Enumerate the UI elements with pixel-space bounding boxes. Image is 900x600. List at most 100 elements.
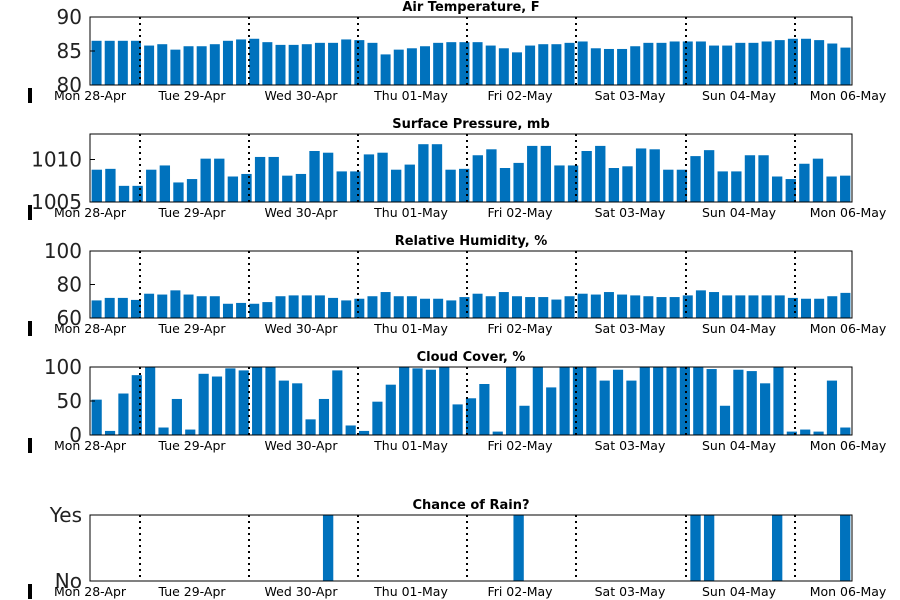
bar xyxy=(295,173,307,202)
bar xyxy=(567,165,579,202)
x-tick-label: Tue 29-Apr xyxy=(157,321,226,336)
bar xyxy=(412,368,423,435)
bar xyxy=(643,296,654,318)
bar xyxy=(744,155,756,202)
bar xyxy=(554,165,565,202)
x-tick-label: Sun 04-May xyxy=(702,438,777,453)
bar xyxy=(144,45,155,85)
bar xyxy=(465,398,477,435)
bar xyxy=(519,405,530,435)
bar xyxy=(538,44,549,85)
bar xyxy=(656,42,667,85)
bar xyxy=(722,45,733,85)
panel-4: Cloud Cover, % 0 50 100 Mon 28-Apr Tue 29-Apr… xyxy=(28,350,887,453)
panel-3: Relative Humidity, % 60 80 100 Mon 28-Apr Tue… xyxy=(28,234,887,336)
bar xyxy=(393,296,404,318)
bar xyxy=(827,296,838,318)
bar xyxy=(322,152,334,202)
bar xyxy=(420,298,430,318)
bar xyxy=(572,367,584,435)
bar xyxy=(735,295,746,318)
bar xyxy=(183,294,194,318)
bar xyxy=(693,367,704,435)
bar xyxy=(254,156,266,202)
bar xyxy=(525,45,536,85)
bar xyxy=(690,156,701,202)
bar xyxy=(183,46,194,85)
bar xyxy=(390,169,402,202)
bar xyxy=(472,42,483,85)
bar xyxy=(350,171,361,202)
bar xyxy=(826,176,837,202)
x-tick-label: Fri 02-May xyxy=(487,321,553,336)
bar xyxy=(170,49,181,85)
bar xyxy=(703,150,715,202)
bar xyxy=(380,292,391,318)
bar xyxy=(130,299,141,318)
x-tick-label: Thu 01-May xyxy=(373,438,448,453)
bar xyxy=(722,295,733,318)
panel-1: Air Temperature, F 80 85 90 Mon 28-Apr Tue 29… xyxy=(28,0,887,103)
bar xyxy=(309,151,320,202)
bar xyxy=(431,144,443,202)
y-tick-label: 1005 xyxy=(31,190,82,214)
bar xyxy=(639,367,650,435)
bar xyxy=(328,42,339,85)
bar xyxy=(249,38,260,85)
y-tick-label: 1010 xyxy=(31,148,82,172)
bar xyxy=(404,164,415,202)
bar xyxy=(314,295,325,318)
bar xyxy=(186,179,198,202)
bar xyxy=(341,300,352,318)
bar xyxy=(540,145,552,202)
bar xyxy=(425,369,436,435)
bar xyxy=(748,42,759,85)
bar xyxy=(761,295,772,318)
bar xyxy=(513,162,524,202)
x-tick-label: Sat 03-May xyxy=(595,88,666,103)
bar xyxy=(336,171,347,202)
y-tick-label: No xyxy=(55,569,82,593)
bar xyxy=(146,169,157,202)
bar xyxy=(318,398,330,435)
x-tick-label: Tue 29-Apr xyxy=(157,584,226,599)
y-tick-label: 50 xyxy=(57,389,82,413)
panel-title: Relative Humidity, % xyxy=(395,234,548,249)
bar xyxy=(595,145,606,202)
bar xyxy=(292,383,303,435)
bar xyxy=(314,42,325,85)
bar xyxy=(731,171,742,202)
bar xyxy=(663,169,674,202)
bar xyxy=(703,515,715,581)
bar xyxy=(785,179,796,202)
bar xyxy=(586,367,597,435)
bar xyxy=(622,166,633,202)
bar xyxy=(695,41,706,85)
bar xyxy=(813,431,824,435)
bar xyxy=(198,373,209,435)
y-tick-label: 85 xyxy=(57,39,82,63)
bar xyxy=(345,425,356,435)
bar xyxy=(132,185,143,202)
bar xyxy=(406,48,417,85)
bar xyxy=(485,45,496,85)
bar xyxy=(446,300,457,318)
bar xyxy=(367,42,378,85)
bar xyxy=(211,376,223,435)
y-tick-label: 80 xyxy=(57,73,82,97)
panel-title: Cloud Cover, % xyxy=(417,350,526,365)
x-tick-label: Wed 30-Apr xyxy=(265,584,339,599)
bar xyxy=(643,42,654,85)
bar xyxy=(354,298,365,318)
bar xyxy=(630,295,641,318)
bar xyxy=(577,293,588,318)
bar xyxy=(262,42,273,85)
bar xyxy=(372,401,383,435)
x-tick-label: Sun 04-May xyxy=(702,88,777,103)
bar xyxy=(200,158,211,202)
bar xyxy=(222,40,233,85)
bar xyxy=(786,431,797,435)
x-tick-label: Wed 30-Apr xyxy=(265,205,339,220)
bar xyxy=(104,297,115,318)
bar xyxy=(117,297,128,318)
